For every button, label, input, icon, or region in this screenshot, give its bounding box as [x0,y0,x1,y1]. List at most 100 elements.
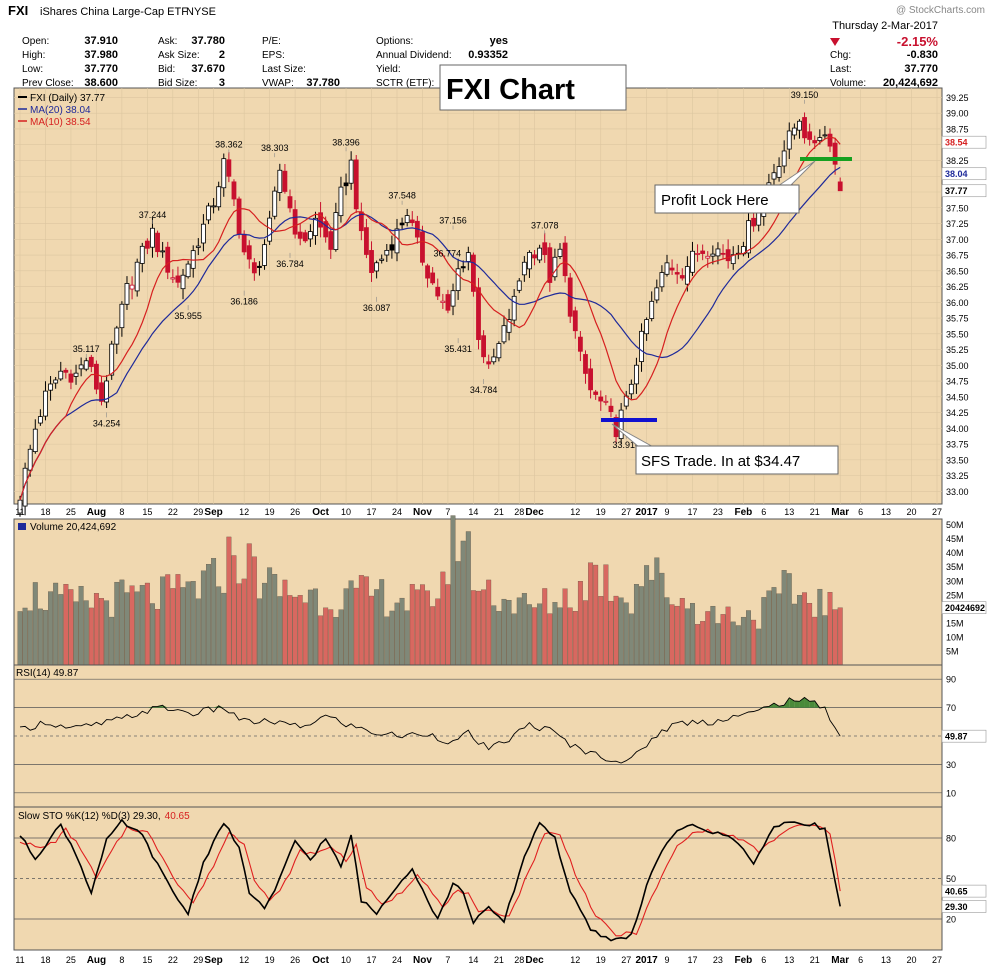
candle [155,230,160,258]
quote-label: Prev Close: [22,78,74,89]
date-tick: 25 [66,507,76,517]
candle [399,217,405,229]
sto-legend-k: Slow STO %K(12) %D(3) 29.30, [18,811,161,822]
candle-body [297,231,303,239]
date-tick: 17 [687,507,697,517]
volume-bar [27,610,33,666]
volume-bar [679,598,685,666]
candle-body [527,252,532,270]
candle-body [751,217,756,227]
date-tick: 17 [367,507,377,517]
volume-bar [516,597,522,666]
candle-body [720,252,726,255]
candle [521,256,527,282]
candle [572,306,578,339]
volume-bar [526,604,532,666]
candle [471,252,476,297]
price-tick: 37.25 [946,219,969,229]
rsi-overbought-fill [218,705,224,708]
candle [537,244,543,264]
candle-body [639,330,644,362]
price-tick: 37.00 [946,235,969,245]
candle-body [491,356,497,363]
price-tick: 33.00 [946,487,969,497]
candle [353,155,359,214]
candle-body [328,231,334,250]
candle-body [180,274,186,290]
quote-value: -0.830 [907,49,938,61]
candle [644,317,650,341]
volume-bar [389,610,395,666]
candle-body [236,198,242,235]
candle [297,223,303,246]
quote-label: Chg: [830,50,851,61]
candle-body [348,159,354,184]
volume-bar [195,598,201,666]
volume-bar [705,611,711,666]
rsi-tick: 70 [946,703,956,713]
candle [307,224,313,247]
date-tick: 18 [40,955,50,965]
volume-bar [43,610,48,666]
volume-bar [83,600,89,666]
volume-bar [603,564,609,666]
volume-bar [206,564,211,666]
volume-bar [404,610,410,666]
date-tick: 10 [341,955,351,965]
candle-body [450,290,456,307]
sfs-text: SFS Trade. In at $34.47 [641,453,800,470]
candle [460,260,466,273]
volume-bar [353,587,359,666]
date-tick: 2017 [635,507,658,518]
candle [583,350,588,384]
candle-body [333,212,339,250]
volume-bar [735,625,741,666]
volume-bar [155,609,160,666]
tag-rsi-bg [941,729,987,743]
price-tick: 38.25 [946,156,969,166]
tag-ma20-bg [941,167,987,181]
price-label: 38.362 [215,139,243,149]
candle [725,239,731,269]
date-axis-top: 11 18 25 Aug 8 15 22 29 Sep 12 19 26 Oct 10 17 24 Nov 7 14… [15,507,942,518]
date-tick: 9 [664,507,669,517]
candle [150,217,155,258]
volume-bar [221,592,227,666]
volume-bar [114,581,120,666]
sto-tick: 50 [946,874,956,884]
quote-label: Last: [830,64,852,75]
date-tick: Sep [204,507,222,518]
volume-bar [822,615,828,666]
volume-bar [124,592,130,666]
price-label: 36.186 [230,297,258,307]
volume-bar [669,604,675,666]
date-tick: 19 [596,507,606,517]
chart-title-text: FXI Chart [446,74,575,106]
annotation-profit-lock: Profit Lock Here [654,157,852,214]
volume-bar [53,582,59,666]
candle [679,268,685,281]
volume-bar [628,613,634,666]
volume-bar [32,582,38,666]
price-label: 34.254 [93,418,121,428]
candle-body [313,217,318,237]
candle [338,176,344,223]
candle [547,242,553,292]
sfs-box [635,445,839,475]
candle-body [302,232,308,242]
date-tick: 23 [713,955,723,965]
candle-body [216,186,222,208]
volume-tick: 40M [946,548,964,558]
candle [700,244,706,261]
date-tick: 6 [761,507,766,517]
candle [292,200,298,239]
candle [124,276,130,310]
date-tick: Mar [831,507,849,518]
volume-bar [470,590,476,666]
tag-sto-k: 29.30 [945,902,968,912]
candle-body [338,186,344,217]
candle-body [807,131,813,140]
candle-body [221,158,227,189]
date-tick: 19 [265,507,275,517]
candle-body [114,327,120,345]
